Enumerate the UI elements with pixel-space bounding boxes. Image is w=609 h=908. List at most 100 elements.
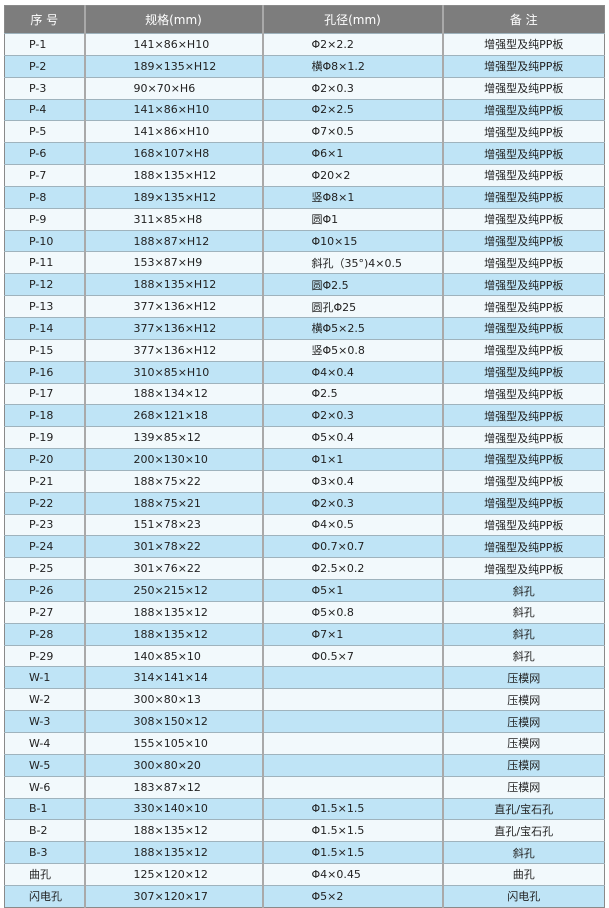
size-cell: 188×134×12: [83, 382, 263, 405]
serial-cell: P-1: [4, 33, 85, 56]
note-cell: 直孔/宝石孔: [441, 797, 605, 820]
hole-cell: [261, 732, 443, 755]
note-cell: 增强型及纯PP板: [441, 360, 605, 383]
size-cell: 141×86×H10: [83, 98, 263, 121]
note-cell: 斜孔: [441, 644, 605, 667]
hole-cell: Φ2×0.3: [261, 76, 443, 100]
size-cell: 314×141×14: [83, 666, 263, 689]
size-cell: 188×135×12: [83, 819, 263, 842]
table-row: 闪电孔 307×120×17 Φ5×2 闪电孔: [4, 884, 605, 908]
note-cell: 增强型及纯PP板: [441, 33, 605, 56]
serial-cell: W-2: [4, 688, 85, 711]
table-row: P-8 189×135×H12 竖Φ8×1 增强型及纯PP板: [4, 185, 605, 209]
serial-cell: P-15: [4, 338, 85, 362]
hole-cell: [261, 710, 443, 733]
hole-cell: Φ0.5×7: [261, 644, 443, 667]
size-cell: 188×75×22: [83, 469, 263, 493]
hole-cell: Φ5×2: [261, 884, 443, 908]
size-cell: 188×135×12: [83, 622, 263, 646]
hole-cell: 圆Φ1: [261, 207, 443, 231]
serial-cell: P-7: [4, 164, 85, 187]
hole-cell: Φ1.5×1.5: [261, 819, 443, 842]
size-cell: 125×120×12: [83, 863, 263, 886]
size-cell: 188×135×12: [83, 841, 263, 864]
serial-cell: P-12: [4, 273, 85, 296]
table-row: P-29 140×85×10 Φ0.5×7 斜孔: [4, 644, 605, 667]
hole-cell: Φ2.5×0.2: [261, 557, 443, 580]
hole-cell: Φ4×0.5: [261, 513, 443, 536]
hole-cell: Φ1.5×1.5: [261, 841, 443, 864]
serial-cell: P-4: [4, 98, 85, 121]
size-cell: 307×120×17: [83, 884, 263, 908]
table-row: P-4 141×86×H10 Φ2×2.5 增强型及纯PP板: [4, 98, 605, 121]
serial-cell: P-11: [4, 251, 85, 274]
serial-cell: W-6: [4, 775, 85, 799]
table-row: P-2 189×135×H12 横Φ8×1.2 增强型及纯PP板: [4, 54, 605, 78]
serial-cell: P-28: [4, 622, 85, 646]
serial-cell: P-8: [4, 185, 85, 209]
note-cell: 压模网: [441, 732, 605, 755]
note-cell: 斜孔: [441, 841, 605, 864]
size-cell: 377×136×H12: [83, 338, 263, 362]
table-row: P-24 301×78×22 Φ0.7×0.7 增强型及纯PP板: [4, 535, 605, 558]
hole-cell: [261, 775, 443, 799]
table-row: P-5 141×86×H10 Φ7×0.5 增强型及纯PP板: [4, 120, 605, 143]
hole-cell: Φ5×0.8: [261, 600, 443, 624]
size-cell: 141×86×H10: [83, 33, 263, 56]
table-row: P-27 188×135×12 Φ5×0.8 斜孔: [4, 600, 605, 624]
size-cell: 188×135×12: [83, 600, 263, 624]
serial-cell: W-3: [4, 710, 85, 733]
size-cell: 310×85×H10: [83, 360, 263, 383]
serial-cell: P-27: [4, 600, 85, 624]
table-row: P-20 200×130×10 Φ1×1 增强型及纯PP板: [4, 448, 605, 471]
note-cell: 增强型及纯PP板: [441, 426, 605, 449]
hole-cell: 斜孔（35°)4×0.5: [261, 251, 443, 274]
serial-cell: 曲孔: [4, 863, 85, 886]
note-cell: 增强型及纯PP板: [441, 273, 605, 296]
note-cell: 增强型及纯PP板: [441, 557, 605, 580]
table-row: P-1 141×86×H10 Φ2×2.2 增强型及纯PP板: [4, 33, 605, 56]
note-cell: 增强型及纯PP板: [441, 229, 605, 252]
size-cell: 377×136×H12: [83, 316, 263, 340]
note-cell: 斜孔: [441, 579, 605, 602]
header-note: 备 注: [441, 5, 605, 34]
hole-cell: Φ7×0.5: [261, 120, 443, 143]
note-cell: 闪电孔: [441, 884, 605, 908]
note-cell: 斜孔: [441, 600, 605, 624]
serial-cell: P-23: [4, 513, 85, 536]
table-row: P-17 188×134×12 Φ2.5 增强型及纯PP板: [4, 382, 605, 405]
note-cell: 压模网: [441, 666, 605, 689]
hole-cell: Φ10×15: [261, 229, 443, 252]
note-cell: 增强型及纯PP板: [441, 535, 605, 558]
note-cell: 增强型及纯PP板: [441, 207, 605, 231]
hole-cell: Φ3×0.4: [261, 469, 443, 493]
hole-cell: [261, 688, 443, 711]
table-row: P-19 139×85×12 Φ5×0.4 增强型及纯PP板: [4, 426, 605, 449]
table-row: 曲孔 125×120×12 Φ4×0.45 曲孔: [4, 863, 605, 886]
size-cell: 155×105×10: [83, 732, 263, 755]
note-cell: 直孔/宝石孔: [441, 819, 605, 842]
size-cell: 90×70×H6: [83, 76, 263, 100]
size-cell: 153×87×H9: [83, 251, 263, 274]
hole-cell: Φ5×1: [261, 579, 443, 602]
note-cell: 增强型及纯PP板: [441, 76, 605, 100]
serial-cell: P-25: [4, 557, 85, 580]
hole-cell: Φ2.5: [261, 382, 443, 405]
size-cell: 330×140×10: [83, 797, 263, 820]
size-cell: 188×87×H12: [83, 229, 263, 252]
hole-cell: Φ0.7×0.7: [261, 535, 443, 558]
header-row: 序 号 规格(mm) 孔径(mm) 备 注: [4, 5, 605, 34]
size-cell: 189×135×H12: [83, 54, 263, 78]
size-cell: 250×215×12: [83, 579, 263, 602]
note-cell: 增强型及纯PP板: [441, 469, 605, 493]
note-cell: 增强型及纯PP板: [441, 404, 605, 427]
note-cell: 曲孔: [441, 863, 605, 886]
table-row: P-28 188×135×12 Φ7×1 斜孔: [4, 622, 605, 646]
size-cell: 188×75×21: [83, 491, 263, 515]
hole-cell: Φ2×0.3: [261, 404, 443, 427]
serial-cell: W-1: [4, 666, 85, 689]
header-size: 规格(mm): [83, 5, 263, 34]
header-serial: 序 号: [4, 5, 85, 34]
table-row: P-25 301×76×22 Φ2.5×0.2 增强型及纯PP板: [4, 557, 605, 580]
note-cell: 增强型及纯PP板: [441, 513, 605, 536]
